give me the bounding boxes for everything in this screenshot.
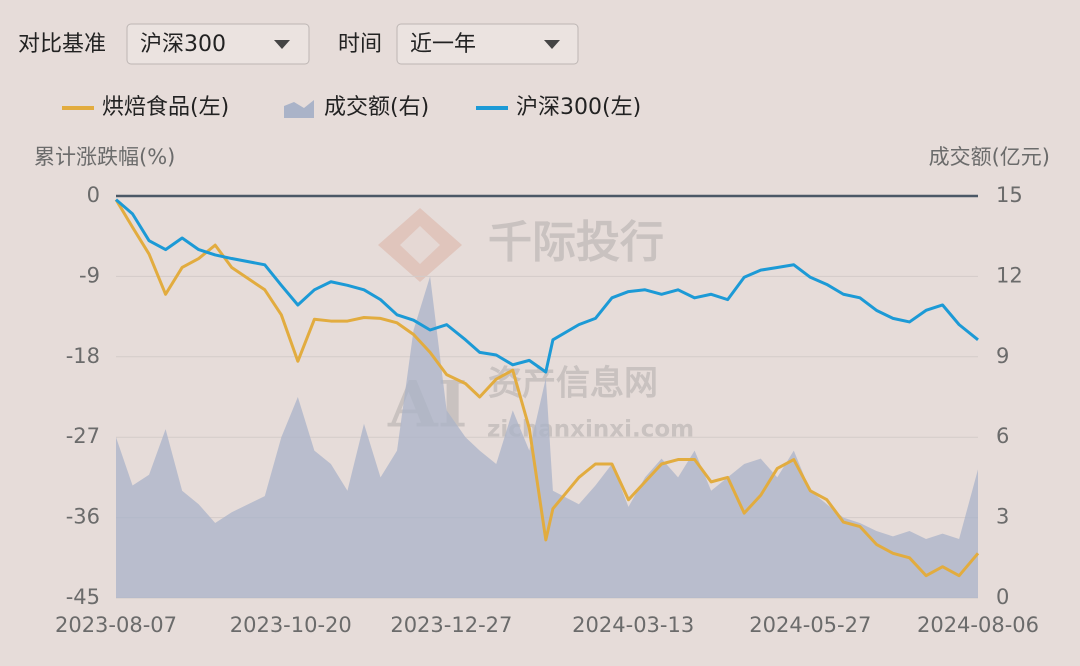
y-tick-label: -9 [79, 263, 100, 287]
y2-tick-label: 15 [996, 183, 1023, 207]
watermark: 千际投行 AI 资产信息网 zichanxinxi.com [378, 208, 694, 443]
y2-tick-label: 6 [996, 424, 1009, 448]
legend-swatch [284, 100, 314, 118]
y-tick-label: -27 [66, 424, 100, 448]
dropdown-arrow[interactable] [544, 40, 560, 49]
volume-area [116, 276, 978, 598]
x-tick-label: 2023-08-07 [55, 613, 177, 637]
x-tick-label: 2023-10-20 [230, 613, 352, 637]
x-tick-label: 2024-03-13 [572, 613, 694, 637]
benchmark-value[interactable]: 沪深300 [140, 32, 226, 57]
y2-tick-label: 0 [996, 585, 1009, 609]
legend-label: 烘焙食品(左) [102, 95, 229, 120]
benchmark-label: 对比基准 [18, 32, 106, 57]
legend-label: 成交额(右) [324, 95, 429, 120]
period-value[interactable]: 近一年 [410, 32, 476, 57]
y-tick-label: 0 [87, 183, 100, 207]
x-tick-label: 2024-05-27 [749, 613, 871, 637]
x-tick-label: 2024-08-06 [917, 613, 1039, 637]
period-dropdown[interactable] [396, 23, 579, 65]
y-tick-label: -45 [66, 585, 100, 609]
period-label: 时间 [338, 32, 382, 57]
watermark-text: 千际投行 [488, 217, 664, 268]
y2-tick-label: 9 [996, 344, 1009, 368]
y-axis-title: 累计涨跌幅(%) [34, 145, 175, 169]
dropdown-arrow[interactable] [274, 40, 290, 49]
y-tick-label: -18 [66, 344, 100, 368]
y2-axis-title: 成交额(亿元) [929, 145, 1050, 169]
legend-label: 沪深300(左) [516, 95, 641, 120]
y-tick-label: -36 [66, 505, 100, 529]
series-line [115, 198, 979, 374]
series-line [114, 198, 980, 578]
x-tick-label: 2023-12-27 [390, 613, 512, 637]
y2-tick-label: 3 [996, 505, 1009, 529]
benchmark-dropdown[interactable] [126, 23, 310, 65]
y2-tick-label: 12 [996, 263, 1023, 287]
